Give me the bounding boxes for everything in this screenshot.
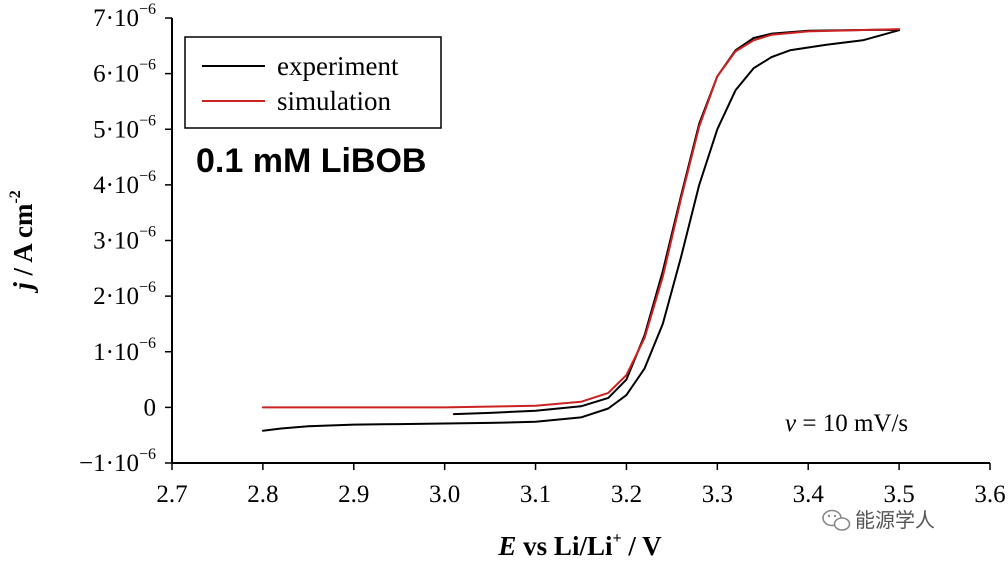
y-tick-label: 0 xyxy=(144,394,157,421)
x-axis-title-text: vs Li/Li xyxy=(516,531,613,561)
series-line-experiment xyxy=(261,28,901,432)
y-tick-label: 6·10−6 xyxy=(93,57,156,88)
x-tick-label: 2.7 xyxy=(156,481,187,508)
x-tick-label: 3.0 xyxy=(429,481,460,508)
y-axis-title: j / A cm-2 xyxy=(7,190,38,294)
y-tick-label: 2·10−6 xyxy=(93,279,156,310)
y-tick-label: 5·10−6 xyxy=(93,112,156,143)
y-tick-label: 1·10−6 xyxy=(93,335,156,366)
x-tick-label: 3.5 xyxy=(883,481,914,508)
legend-label-experiment: experiment xyxy=(277,51,399,81)
watermark: 能源学人 xyxy=(822,508,935,532)
x-axis-title-symbol: E xyxy=(497,531,516,561)
x-ticks: 2.7 2.8 2.9 3.0 3.1 3.2 3.3 3.4 3.5 3.6 xyxy=(156,463,1006,508)
x-axis-title-sup: + xyxy=(612,530,621,547)
legend-label-simulation: simulation xyxy=(277,86,391,116)
legend-box xyxy=(184,36,442,129)
y-axis-title-sup: -2 xyxy=(7,190,24,203)
x-tick-label: 3.4 xyxy=(793,481,825,508)
legend: experiment simulation xyxy=(184,36,442,129)
scan-rate-value: = 10 mV/s xyxy=(796,410,908,437)
x-tick-label: 2.9 xyxy=(338,481,369,508)
watermark-text: 能源学人 xyxy=(855,508,935,532)
sample-annotation: 0.1 mM LiBOB xyxy=(196,142,426,180)
scan-rate-annotation: v = 10 mV/s xyxy=(785,410,908,437)
x-axis-title-unit: / V xyxy=(622,531,663,561)
series-line-simulation xyxy=(261,28,901,409)
x-tick-label: 2.8 xyxy=(247,481,278,508)
y-tick-label: 3·10−6 xyxy=(93,224,156,255)
wechat-icon xyxy=(822,509,851,531)
y-ticks: −1·10−6 0 1·10−6 2·10−6 3·10−6 4·10−6 5·10−6 6·… xyxy=(79,1,172,477)
scan-rate-symbol: v xyxy=(785,410,797,437)
x-axis-title: E vs Li/Li+ / V xyxy=(497,530,662,561)
x-tick-label: 3.3 xyxy=(702,481,733,508)
x-tick-label: 3.6 xyxy=(974,481,1005,508)
y-tick-label: −1·10−6 xyxy=(79,446,156,477)
y-tick-label: 4·10−6 xyxy=(93,168,156,199)
x-tick-label: 3.2 xyxy=(611,481,642,508)
y-tick-label: 7·10−6 xyxy=(93,1,156,32)
y-axis-title-text: / A cm xyxy=(8,203,38,282)
x-tick-label: 3.1 xyxy=(520,481,551,508)
series-layer xyxy=(261,28,901,432)
y-axis-title-symbol: j xyxy=(8,282,38,294)
